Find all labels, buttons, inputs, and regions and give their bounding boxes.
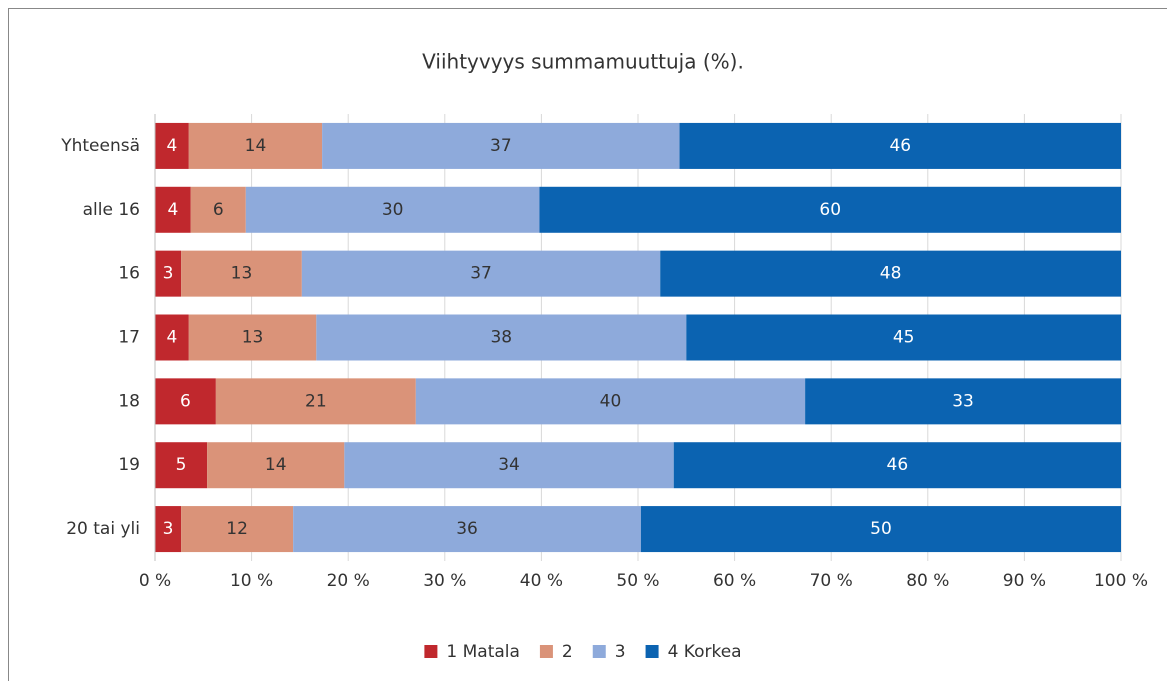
x-tick-label: 0 % — [139, 571, 171, 591]
legend-label: 2 — [562, 642, 573, 662]
bar-segment — [686, 314, 1121, 361]
data-label: 60 — [819, 200, 841, 220]
bar-segment — [188, 314, 317, 361]
data-label: 3 — [163, 519, 174, 539]
bar-segment — [181, 506, 294, 553]
legend-label: 4 Korkea — [668, 642, 742, 662]
x-tick-label: 30 % — [423, 571, 466, 591]
bar-segment — [155, 442, 208, 489]
data-label: 6 — [213, 200, 224, 220]
data-label: 5 — [176, 455, 187, 475]
y-tick-label: 16 — [118, 264, 140, 284]
x-tick-label: 70 % — [810, 571, 853, 591]
data-label: 46 — [889, 136, 911, 156]
data-label: 6 — [180, 391, 191, 411]
data-label: 3 — [163, 264, 174, 284]
data-label: 37 — [470, 264, 492, 284]
data-label: 36 — [456, 519, 478, 539]
x-tick-label: 100 % — [1094, 571, 1148, 591]
bar-segment — [316, 314, 687, 361]
legend-label: 3 — [615, 642, 626, 662]
data-label: 37 — [490, 136, 512, 156]
bar-segment — [207, 442, 345, 489]
bar-segment — [805, 378, 1121, 425]
y-tick-label: 20 tai yli — [66, 519, 140, 539]
y-tick-label: alle 16 — [83, 200, 140, 220]
x-tick-label: 20 % — [327, 571, 370, 591]
bar-segment — [155, 250, 182, 297]
bar-segment — [245, 186, 540, 233]
data-label: 45 — [893, 328, 915, 348]
bar-segment — [539, 186, 1121, 233]
data-label: 13 — [231, 264, 253, 284]
bar-segment — [155, 186, 191, 233]
x-tick-label: 50 % — [616, 571, 659, 591]
y-tick-label: 19 — [118, 455, 140, 475]
data-label: 13 — [242, 328, 264, 348]
x-tick-label: 60 % — [713, 571, 756, 591]
data-label: 33 — [952, 391, 974, 411]
data-label: 4 — [166, 328, 177, 348]
x-tick-label: 80 % — [906, 571, 949, 591]
bar-segment — [155, 122, 189, 169]
data-label: 12 — [226, 519, 248, 539]
data-label: 48 — [880, 264, 902, 284]
bar-segment — [660, 250, 1121, 297]
bar-segment — [181, 250, 302, 297]
data-label: 21 — [305, 391, 327, 411]
data-label: 4 — [167, 200, 178, 220]
bar-segment — [188, 122, 323, 169]
bar-segment — [293, 506, 641, 553]
data-label: 40 — [600, 391, 622, 411]
data-label: 30 — [382, 200, 404, 220]
x-tick-label: 90 % — [1003, 571, 1046, 591]
data-label: 50 — [870, 519, 892, 539]
data-label: 14 — [245, 136, 267, 156]
data-label: 38 — [490, 328, 512, 348]
y-tick-label: Yhteensä — [60, 136, 140, 156]
chart-title: Viihtyvyys summamuuttuja (%). — [422, 50, 744, 74]
legend-swatch — [645, 645, 659, 658]
x-tick-label: 10 % — [230, 571, 273, 591]
bar-segment — [640, 506, 1121, 553]
legend-swatch — [539, 645, 553, 658]
legend-swatch — [592, 645, 606, 658]
bar-segment — [155, 506, 182, 553]
bar-segment — [673, 442, 1121, 489]
bar-segment — [415, 378, 806, 425]
bar-segment — [344, 442, 674, 489]
bar-segment — [155, 378, 216, 425]
bar-segment — [322, 122, 680, 169]
bar-segment — [155, 314, 189, 361]
bar-segment — [679, 122, 1121, 169]
data-label: 4 — [166, 136, 177, 156]
bar-segment — [301, 250, 661, 297]
x-tick-label: 40 % — [520, 571, 563, 591]
legend-label: 1 Matala — [446, 642, 520, 662]
data-label: 46 — [887, 455, 909, 475]
data-label: 14 — [265, 455, 287, 475]
data-label: 34 — [498, 455, 520, 475]
y-tick-label: 18 — [118, 391, 140, 411]
bar-segment — [215, 378, 416, 425]
y-tick-label: 17 — [118, 328, 140, 348]
bar-segment — [190, 186, 246, 233]
legend-swatch — [424, 645, 438, 658]
